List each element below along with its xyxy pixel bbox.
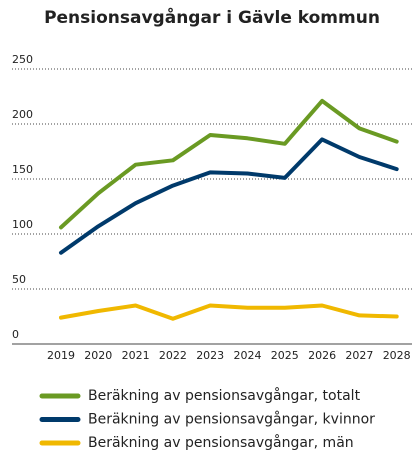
y-tick-label: 50 xyxy=(12,273,26,286)
y-tick-label: 200 xyxy=(12,108,33,121)
series-line xyxy=(59,303,399,321)
x-tick-label: 2022 xyxy=(159,349,187,362)
chart-title: Pensionsavgångar i Gävle kommun xyxy=(44,6,380,28)
y-tick-label: 150 xyxy=(12,163,33,176)
x-tick-label: 2021 xyxy=(122,349,150,362)
y-tick-label: 100 xyxy=(12,218,33,231)
x-tick-label: 2024 xyxy=(234,349,262,362)
series-line xyxy=(59,137,399,255)
series-line xyxy=(59,98,399,230)
legend-label: Beräkning av pensionsavgångar, totalt xyxy=(88,387,361,404)
x-tick-label: 2027 xyxy=(345,349,373,362)
x-tick-label: 2025 xyxy=(271,349,299,362)
x-tick-label: 2019 xyxy=(47,349,75,362)
x-tick-label: 2028 xyxy=(383,349,411,362)
x-tick-label: 2023 xyxy=(196,349,224,362)
x-tick-label: 2026 xyxy=(308,349,336,362)
y-tick-label: 0 xyxy=(12,328,19,341)
x-tick-label: 2020 xyxy=(84,349,112,362)
legend-label: Beräkning av pensionsavgångar, män xyxy=(88,434,354,451)
y-tick-label: 250 xyxy=(12,53,33,66)
legend-label: Beräkning av pensionsavgångar, kvinnor xyxy=(88,411,375,428)
